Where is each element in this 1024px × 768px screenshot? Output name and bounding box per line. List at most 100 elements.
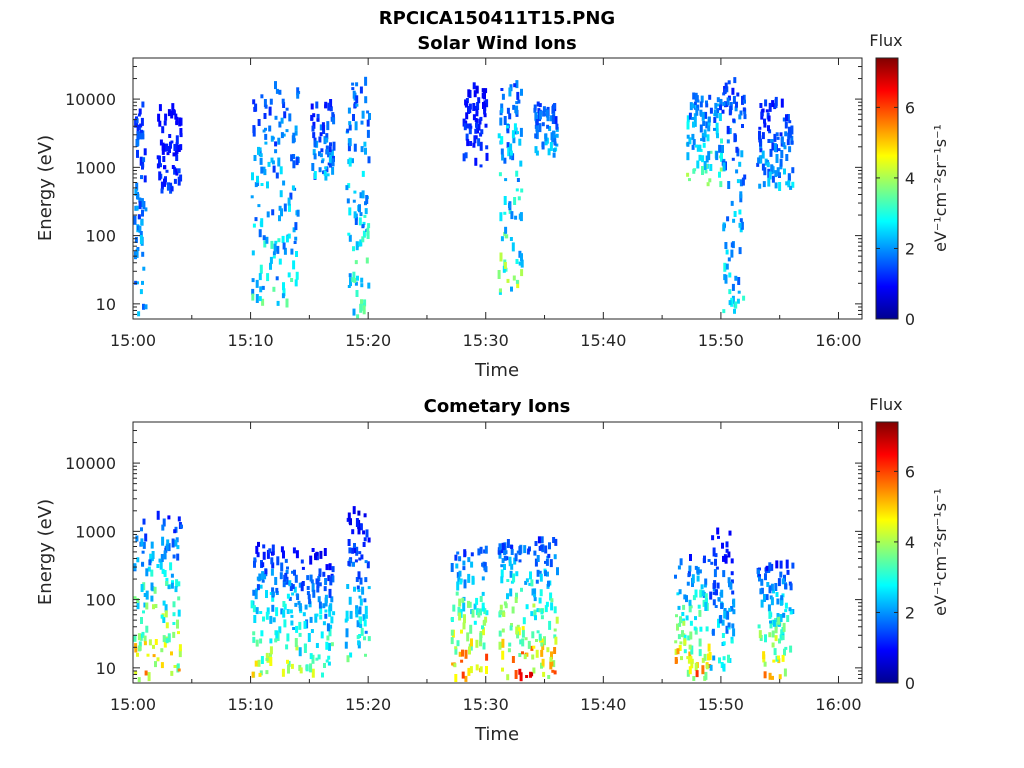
figure-title: RPCICA150411T15.PNG [379, 8, 615, 29]
y-tick-label: 10 [96, 659, 116, 678]
heatmap-cell [367, 282, 371, 289]
heatmap-cell [551, 115, 555, 124]
heatmap-cell [692, 139, 696, 145]
heatmap-cell [700, 584, 704, 590]
heatmap-cell [165, 143, 169, 152]
heatmap-cell [298, 621, 302, 630]
heatmap-cell [150, 558, 154, 562]
heatmap-cell [768, 672, 772, 680]
heatmap-cell [291, 584, 295, 590]
heatmap-cell [726, 97, 730, 106]
heatmap-cell [724, 555, 728, 564]
heatmap-cell [676, 648, 680, 655]
heatmap-cell [680, 656, 683, 661]
heatmap-cell [133, 596, 137, 600]
heatmap-cell [156, 163, 160, 169]
heatmap-cell [257, 146, 260, 155]
heatmap-cell [679, 616, 682, 624]
heatmap-cell [786, 615, 790, 622]
heatmap-cell [535, 124, 539, 132]
heatmap-cell [476, 128, 479, 134]
heatmap-cell [292, 627, 296, 630]
heatmap-cell [253, 560, 256, 568]
heatmap-cell [771, 175, 775, 183]
heatmap-cell [296, 92, 300, 99]
heatmap-cell [499, 609, 503, 615]
heatmap-cell [361, 190, 365, 199]
heatmap-cell [500, 88, 504, 91]
heatmap-cell [274, 577, 278, 585]
heatmap-cell [497, 270, 501, 279]
heatmap-cell [514, 597, 518, 603]
heatmap-cell [161, 149, 165, 155]
heatmap-cell [770, 139, 774, 143]
heatmap-cell [347, 512, 351, 521]
heatmap-cell [501, 638, 505, 648]
heatmap-cell [366, 110, 370, 114]
heatmap-cell [329, 142, 332, 147]
heatmap-cell [167, 515, 171, 520]
heatmap-cell [477, 138, 481, 147]
heatmap-cell [347, 143, 351, 152]
y-tick-label: 10000 [65, 454, 116, 473]
heatmap-cell [727, 257, 731, 262]
heatmap-cell [174, 113, 178, 120]
heatmap-cell [702, 121, 706, 126]
heatmap-cell [258, 296, 262, 302]
heatmap-cell [534, 541, 538, 546]
heatmap-cell [140, 198, 144, 208]
heatmap-cell [726, 125, 730, 134]
heatmap-cell [534, 112, 538, 122]
heatmap-cell [779, 571, 783, 578]
heatmap-cell [698, 649, 702, 657]
heatmap-cell [137, 113, 141, 117]
heatmap-cell [757, 157, 761, 164]
heatmap-cell [467, 106, 470, 114]
heatmap-cell [252, 223, 256, 228]
heatmap-cell [707, 559, 711, 562]
heatmap-cell [775, 154, 779, 163]
heatmap-cell [532, 667, 536, 674]
heatmap-cell [354, 260, 358, 265]
heatmap-cell [450, 637, 454, 645]
heatmap-cell [315, 551, 319, 556]
heatmap-cell [170, 140, 174, 144]
heatmap-cell [345, 185, 349, 191]
heatmap-cell [265, 670, 269, 675]
heatmap-cell [253, 155, 257, 161]
heatmap-cell [138, 225, 142, 233]
heatmap-cell [159, 561, 163, 570]
heatmap-cell [472, 142, 476, 148]
heatmap-cell [348, 547, 352, 554]
heatmap-cell [293, 569, 296, 576]
heatmap-cell [701, 665, 705, 675]
heatmap-cell [705, 598, 708, 604]
heatmap-cell [252, 127, 256, 137]
heatmap-cell [257, 119, 261, 126]
heatmap-cell [346, 128, 350, 133]
heatmap-cell [176, 553, 180, 561]
heatmap-cell [320, 631, 324, 639]
heatmap-cell [554, 116, 558, 125]
heatmap-cell [319, 124, 323, 131]
heatmap-cell [514, 670, 518, 679]
heatmap-cell [331, 575, 335, 583]
heatmap-cell [764, 573, 767, 581]
heatmap-cell [150, 569, 154, 577]
heatmap-cell [271, 551, 275, 556]
heatmap-cell [294, 638, 298, 647]
heatmap-cell [541, 122, 545, 127]
heatmap-cell [756, 162, 760, 167]
heatmap-cell [347, 183, 351, 189]
heatmap-cell [354, 281, 358, 286]
heatmap-cell [452, 604, 456, 612]
heatmap-cell [761, 108, 765, 113]
heatmap-cell [359, 192, 363, 199]
heatmap-cell [707, 653, 710, 661]
heatmap-cell [686, 581, 690, 586]
heatmap-cell [758, 126, 762, 130]
heatmap-cell [780, 98, 784, 108]
heatmap-cell [510, 549, 514, 555]
heatmap-cell [541, 141, 545, 150]
heatmap-cell [553, 554, 557, 560]
